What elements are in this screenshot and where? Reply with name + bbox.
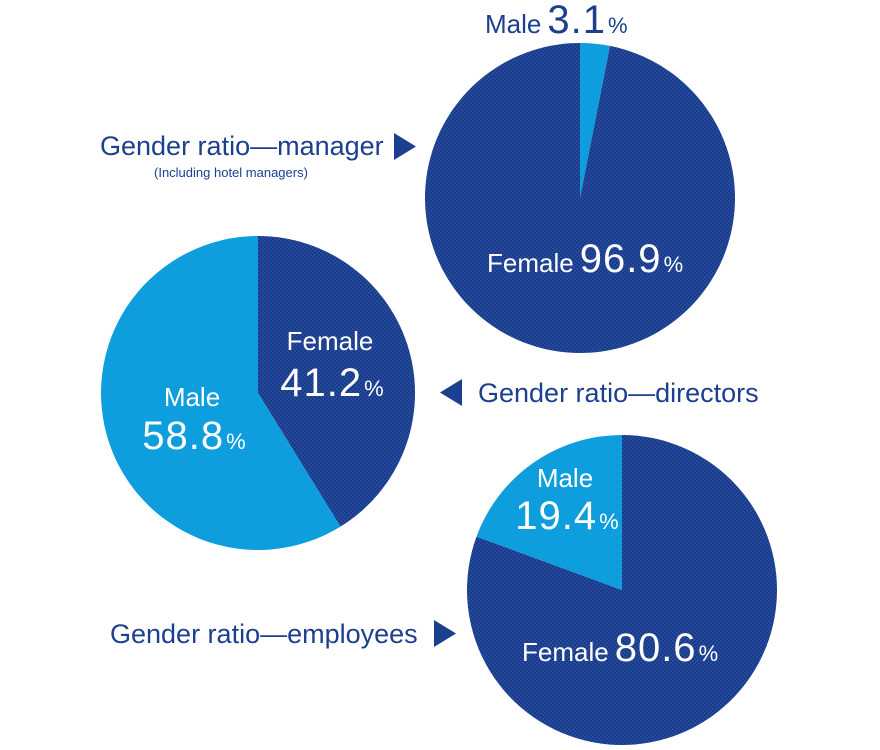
- pie-slice-male: [476, 435, 622, 590]
- pie-slice-female: [425, 43, 736, 353]
- pie-slice-female: [467, 435, 778, 745]
- label-male-employees-value: 19.4%: [515, 494, 618, 538]
- label-male-employees-word: Male: [537, 463, 593, 493]
- label-male-directors-word: Male: [164, 382, 220, 412]
- pie-slice-male: [101, 236, 341, 551]
- title-manager: Gender ratio—manager: [100, 131, 384, 161]
- title-directors: Gender ratio—directors: [478, 378, 759, 408]
- label-female-directors-word: Female: [287, 326, 374, 356]
- label-female-manager: Female 96.9%: [487, 237, 683, 281]
- arrow-right-icon: [394, 133, 416, 160]
- arrow-right-icon: [434, 620, 456, 647]
- label-male-directors-value: 58.8%: [142, 414, 245, 458]
- label-female-directors-value: 41.2%: [280, 361, 383, 405]
- pie-slice-male: [580, 43, 610, 198]
- pie-manager: [425, 43, 736, 353]
- pie-slice-female: [258, 236, 416, 527]
- arrow-left-icon: [440, 379, 462, 406]
- pie-directors: [101, 236, 416, 551]
- subtitle-manager: (Including hotel managers): [154, 165, 308, 180]
- pie-employees: [467, 435, 778, 745]
- label-female-employees: Female 80.6%: [522, 626, 718, 670]
- title-employees: Gender ratio—employees: [110, 619, 418, 649]
- label-male-manager: Male 3.1%: [485, 0, 628, 42]
